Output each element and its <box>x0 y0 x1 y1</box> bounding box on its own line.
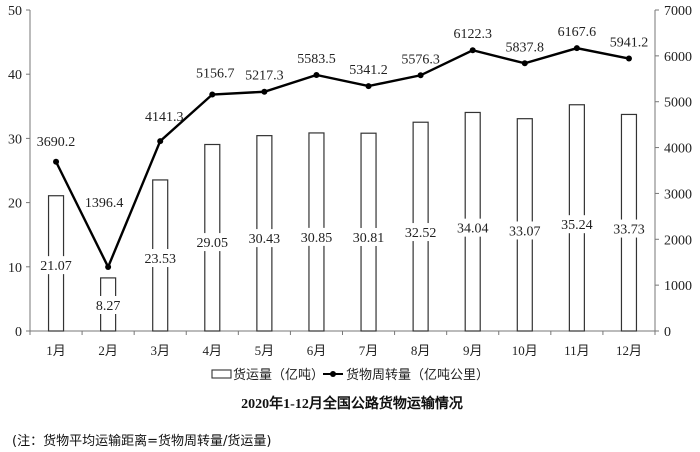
line-value-label: 5156.7 <box>196 67 235 82</box>
bar-value-label: 34.04 <box>457 222 489 237</box>
bar-value-label: 33.73 <box>613 223 645 238</box>
right-tick-label: 5000 <box>664 96 692 111</box>
line-value-label: 5941.2 <box>610 36 649 51</box>
right-tick-label: 6000 <box>664 50 692 65</box>
x-tick-label: 10月 <box>512 343 538 358</box>
right-tick-label: 3000 <box>664 187 692 202</box>
line-value-label: 5341.2 <box>349 63 388 78</box>
line-value-label: 4141.3 <box>145 110 184 125</box>
right-tick-label: 4000 <box>664 142 692 157</box>
x-tick-label: 12月 <box>616 343 642 358</box>
line-point <box>417 72 424 79</box>
line-value-label: 5837.8 <box>506 40 545 55</box>
bar-value-label: 33.07 <box>509 224 541 239</box>
line-value-label: 3690.2 <box>37 135 76 150</box>
x-tick-label: 6月 <box>307 343 327 358</box>
legend-bar-label: 货运量（亿吨） <box>233 367 324 382</box>
line-value-label: 6167.6 <box>558 25 597 40</box>
bar-value-label: 21.07 <box>40 259 72 274</box>
left-tick-label: 40 <box>8 68 22 83</box>
line-value-label: 1396.4 <box>85 196 124 211</box>
x-tick-label: 8月 <box>411 343 431 358</box>
line-value-label: 5583.5 <box>297 52 336 67</box>
line-point <box>313 71 320 78</box>
line-point <box>573 45 580 52</box>
left-tick-label: 50 <box>8 4 22 19</box>
x-tick-label: 1月 <box>46 343 66 358</box>
bar-value-label: 29.05 <box>197 236 229 251</box>
line-point <box>157 138 164 145</box>
line-point <box>105 263 112 270</box>
line-point <box>53 158 60 165</box>
legend-line-label: 货物周转量（亿吨公里） <box>346 367 489 382</box>
left-tick-label: 30 <box>8 132 22 147</box>
right-tick-label: 0 <box>664 325 671 340</box>
line-point <box>261 88 268 95</box>
left-tick-label: 20 <box>8 197 22 212</box>
line-point <box>365 83 372 90</box>
bar-value-label: 30.43 <box>249 232 281 247</box>
x-tick-label: 7月 <box>359 343 379 358</box>
bar-value-label: 32.52 <box>405 226 437 241</box>
chart-title: 2020年1-12月全国公路货物运输情况 <box>241 395 463 412</box>
bar-value-label: 8.27 <box>96 299 121 314</box>
bar-value-label: 30.85 <box>301 231 333 246</box>
left-tick-label: 0 <box>15 325 22 340</box>
bar-value-label: 30.81 <box>353 231 385 246</box>
x-tick-label: 3月 <box>150 343 170 358</box>
right-tick-label: 1000 <box>664 279 692 294</box>
bar-value-label: 35.24 <box>561 218 593 233</box>
x-tick-label: 4月 <box>203 343 223 358</box>
legend-bar-swatch <box>211 369 232 379</box>
footnote: (注：货物平均运输距离=货物周转量/货运量) <box>12 434 272 449</box>
line-point <box>625 55 632 62</box>
line-point <box>209 91 216 98</box>
line-point <box>469 47 476 54</box>
legend: 货运量（亿吨） 货物周转量（亿吨公里） <box>211 367 489 382</box>
line-value-label: 5576.3 <box>401 52 440 67</box>
line-value-label: 6122.3 <box>453 27 492 42</box>
line-value-label: 5217.3 <box>245 69 284 84</box>
left-tick-label: 10 <box>8 261 22 276</box>
right-tick-label: 2000 <box>664 233 692 248</box>
right-tick-label: 7000 <box>664 4 692 19</box>
line-point <box>521 60 528 67</box>
turnover-line <box>54 46 630 270</box>
x-tick-label: 5月 <box>255 343 275 358</box>
x-tick-label: 11月 <box>564 343 590 358</box>
x-tick-label: 9月 <box>463 343 483 358</box>
x-tick-label: 2月 <box>98 343 118 358</box>
bar-value-label: 23.53 <box>144 252 176 267</box>
